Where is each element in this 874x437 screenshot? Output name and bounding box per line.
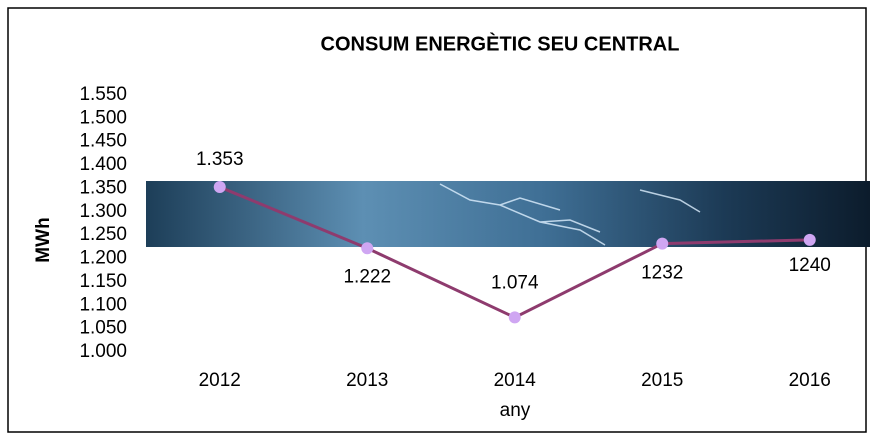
y-tick-label: 1.350 bbox=[79, 177, 127, 198]
data-point bbox=[803, 233, 816, 246]
data-point bbox=[656, 237, 669, 250]
x-axis-label: any bbox=[500, 400, 531, 421]
y-tick-label: 1.500 bbox=[79, 107, 127, 128]
chart-title: CONSUM ENERGÈTIC SEU CENTRAL bbox=[321, 32, 680, 55]
y-tick-label: 1.050 bbox=[79, 318, 127, 339]
data-point bbox=[508, 311, 521, 324]
data-label: 1240 bbox=[789, 255, 831, 276]
x-tick-label: 2013 bbox=[346, 370, 388, 391]
x-tick-label: 2015 bbox=[641, 370, 683, 391]
x-tick-label: 2012 bbox=[199, 370, 241, 391]
y-tick-label: 1.450 bbox=[79, 131, 127, 152]
y-tick-label: 1.300 bbox=[79, 201, 127, 222]
data-label: 1.074 bbox=[491, 272, 539, 293]
data-label: 1.353 bbox=[196, 149, 244, 170]
y-tick-label: 1.250 bbox=[79, 224, 127, 245]
data-label: 1232 bbox=[641, 263, 683, 284]
data-point bbox=[213, 181, 226, 194]
y-tick-label: 1.200 bbox=[79, 248, 127, 269]
y-tick-label: 1.100 bbox=[79, 294, 127, 315]
x-tick-label: 2016 bbox=[789, 370, 831, 391]
lightning bbox=[439, 183, 701, 246]
y-tick-label: 1.000 bbox=[79, 341, 127, 362]
background-image bbox=[146, 181, 870, 247]
x-tick-label: 2014 bbox=[494, 370, 537, 391]
data-point bbox=[361, 242, 374, 255]
y-axis-label: MWh bbox=[33, 217, 54, 262]
y-tick-label: 1.400 bbox=[79, 154, 127, 175]
y-tick-label: 1.150 bbox=[79, 271, 127, 292]
y-tick-label: 1.550 bbox=[79, 84, 127, 105]
data-label: 1.222 bbox=[343, 266, 391, 287]
